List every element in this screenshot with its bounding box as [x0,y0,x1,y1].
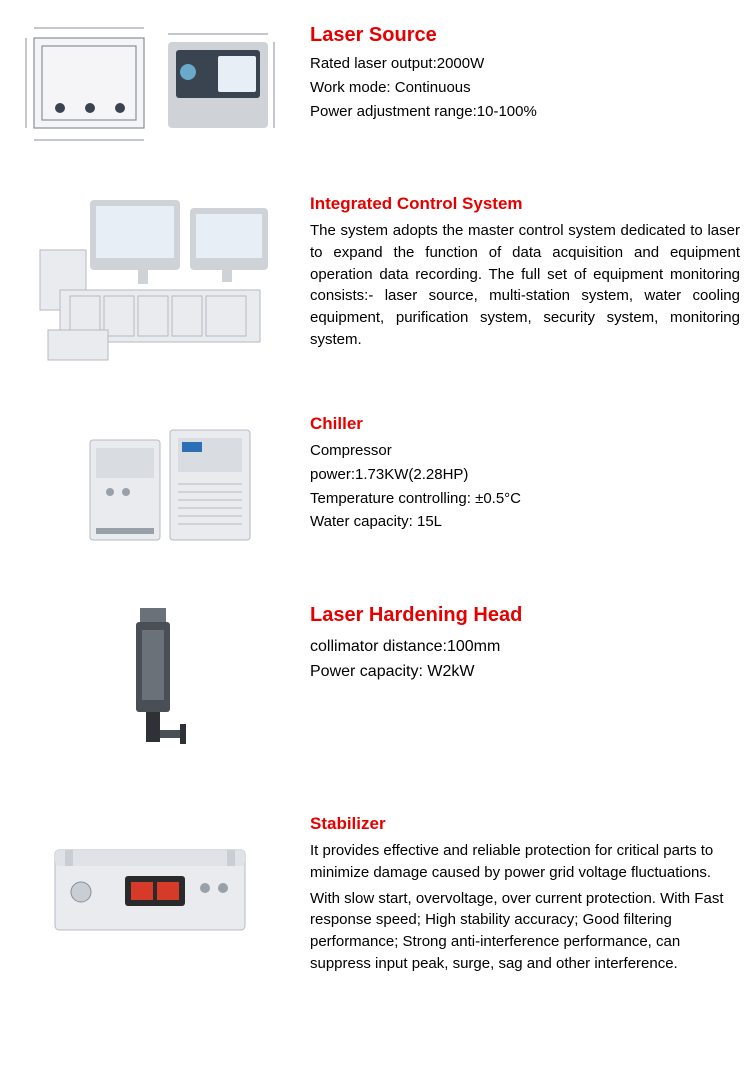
spec-line: collimator distance:100mm [310,635,740,658]
spec-line: Rated laser output:2000W [310,53,740,75]
stabilizer-title: Stabilizer [310,814,740,834]
control-system-title: Integrated Control System [310,194,740,214]
spec-line: Temperature controlling: ±0.5°C [310,488,740,510]
laser-source-image [10,20,290,150]
control-system-text: Integrated Control System The system ado… [310,190,740,351]
stabilizer-para: It provides effective and reliable prote… [310,840,740,884]
hardening-head-body: collimator distance:100mm Power capacity… [310,635,740,683]
spec-line: Work mode: Continuous [310,77,740,99]
stabilizer-image [10,810,290,960]
hardening-head-title: Laser Hardening Head [310,604,740,627]
section-laser-source: Laser Source Rated laser output:2000W Wo… [10,20,740,150]
spec-line: Power adjustment range:10-100% [310,101,740,123]
stabilizer-body: It provides effective and reliable prote… [310,840,740,975]
chiller-body: Compressor power:1.73KW(2.28HP) Temperat… [310,440,740,533]
laser-source-text: Laser Source Rated laser output:2000W Wo… [310,20,740,124]
spec-line: power:1.73KW(2.28HP) [310,464,740,486]
section-control-system: Integrated Control System The system ado… [10,190,740,370]
spec-line: Compressor [310,440,740,462]
section-chiller: Chiller Compressor power:1.73KW(2.28HP) … [10,410,740,560]
control-system-body: The system adopts the master control sys… [310,220,740,351]
hardening-head-text: Laser Hardening Head collimator distance… [310,600,740,685]
laser-source-body: Rated laser output:2000W Work mode: Cont… [310,53,740,122]
laser-source-title: Laser Source [310,24,740,47]
chiller-image [10,410,290,560]
spec-line: Water capacity: 15L [310,511,740,533]
section-stabilizer: Stabilizer It provides effective and rel… [10,810,740,977]
chiller-text: Chiller Compressor power:1.73KW(2.28HP) … [310,410,740,535]
section-hardening-head: Laser Hardening Head collimator distance… [10,600,740,770]
stabilizer-para: With slow start, overvoltage, over curre… [310,888,740,975]
chiller-title: Chiller [310,414,740,434]
stabilizer-text: Stabilizer It provides effective and rel… [310,810,740,977]
spec-line: Power capacity: W2kW [310,660,740,683]
hardening-head-image [10,600,290,770]
control-system-image [10,190,290,370]
